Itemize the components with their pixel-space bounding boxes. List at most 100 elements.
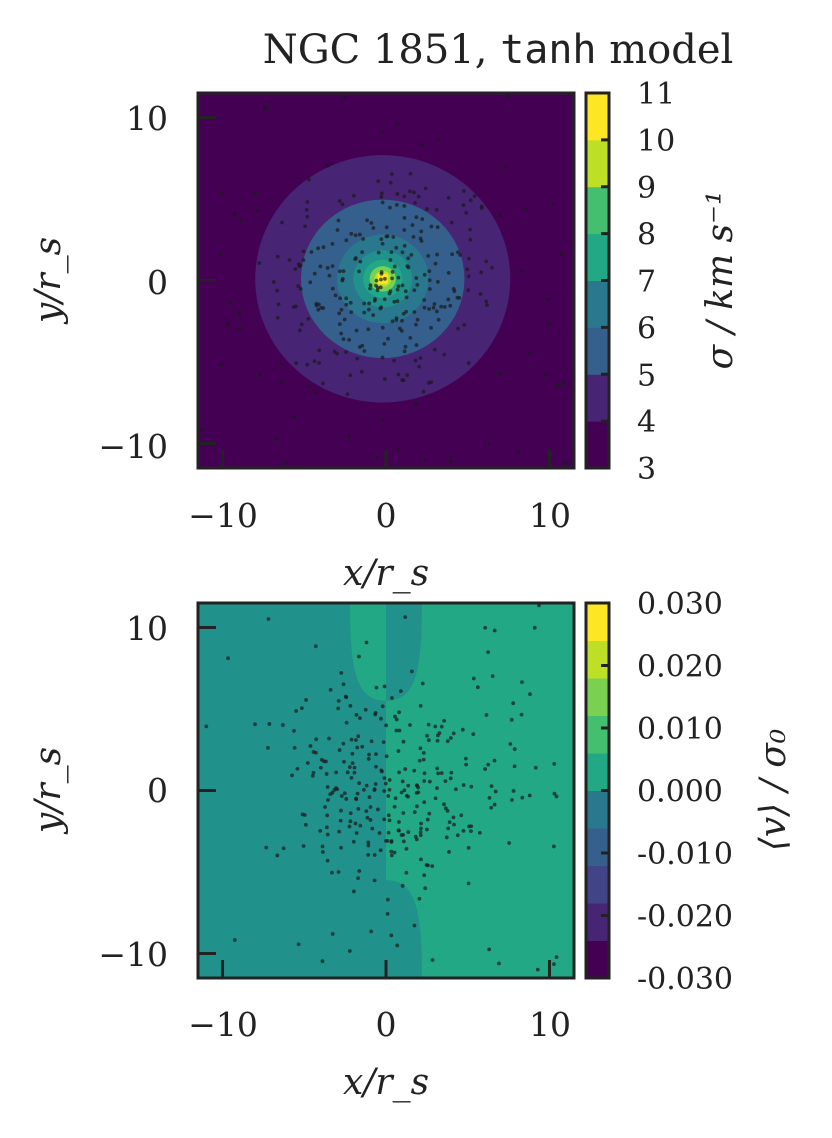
star-point [367, 752, 371, 757]
star-point [421, 389, 426, 394]
star-point [414, 276, 419, 280]
star-point [275, 254, 280, 259]
star-point [373, 782, 378, 786]
star-point [497, 961, 501, 966]
chart-title: NGC 1851, tanh model [263, 27, 734, 73]
sigma-x-tick-label: 0 [376, 496, 397, 535]
star-point [382, 789, 387, 793]
star-point [294, 709, 298, 713]
star-point [369, 739, 374, 744]
star-point [322, 759, 326, 764]
star-point [394, 728, 399, 733]
colorbar-tick-label: 0.030 [637, 587, 723, 622]
star-point [342, 759, 346, 764]
star-point [371, 313, 376, 318]
star-point [547, 321, 552, 326]
star-point [464, 762, 469, 767]
star-point [364, 809, 369, 814]
star-point [339, 845, 343, 850]
star-point [366, 840, 371, 845]
star-point [396, 749, 401, 753]
star-point [368, 805, 373, 809]
star-point [361, 237, 365, 241]
star-point [330, 870, 334, 875]
star-point [403, 615, 408, 620]
star-point [451, 815, 456, 820]
star-point [341, 741, 346, 746]
star-point [365, 218, 369, 223]
sigma-x-tick-label: −10 [188, 496, 258, 535]
star-point [344, 797, 349, 801]
star-point [228, 301, 233, 305]
star-point [390, 276, 394, 281]
star-point [434, 207, 439, 212]
star-point [389, 933, 394, 938]
star-point [435, 309, 439, 314]
star-point [555, 383, 560, 388]
star-point [427, 278, 432, 283]
colorbar-tick-label: 8 [637, 218, 656, 253]
star-point [275, 853, 280, 858]
star-point [387, 818, 392, 823]
star-point [338, 818, 343, 823]
star-point [455, 833, 460, 838]
star-point [508, 742, 513, 746]
star-point [344, 302, 349, 307]
star-point [374, 278, 379, 283]
star-point [340, 202, 345, 207]
star-point [358, 716, 362, 720]
star-point [337, 311, 342, 316]
star-point [404, 793, 409, 798]
star-point [393, 796, 398, 801]
star-point [353, 233, 358, 238]
star-point [362, 301, 367, 306]
colorbar-band [586, 640, 609, 679]
star-point [344, 238, 349, 243]
star-point [345, 392, 350, 397]
star-point [353, 821, 358, 826]
star-point [552, 962, 556, 967]
star-point [468, 198, 473, 203]
star-point [350, 761, 355, 765]
star-point [316, 246, 320, 251]
star-point [561, 381, 566, 386]
star-point [524, 207, 529, 212]
star-point [293, 304, 298, 309]
star-point [386, 813, 391, 818]
colorbar-tick-label: 0.000 [637, 775, 723, 810]
star-point [415, 317, 420, 322]
star-point [414, 401, 418, 406]
star-point [445, 739, 450, 744]
star-point [348, 811, 353, 816]
star-point [439, 724, 444, 729]
star-point [411, 190, 416, 195]
star-point [333, 293, 338, 298]
star-point [400, 883, 405, 888]
star-point [324, 772, 329, 776]
star-point [466, 845, 471, 850]
star-point [349, 231, 354, 236]
velocity-stars [204, 603, 559, 972]
star-point [414, 343, 419, 347]
star-point [512, 747, 517, 752]
star-point [408, 723, 412, 727]
star-point [471, 676, 476, 681]
star-point [439, 304, 444, 309]
star-point [287, 258, 292, 262]
star-point [477, 830, 482, 835]
star-point [306, 317, 311, 321]
star-point [313, 750, 318, 755]
star-point [414, 837, 419, 842]
star-point [296, 942, 301, 947]
star-point [421, 757, 426, 762]
star-point [379, 191, 384, 196]
star-point [281, 846, 286, 851]
star-point [339, 808, 343, 813]
star-point [437, 731, 442, 736]
star-point [422, 272, 427, 277]
star-point [487, 441, 491, 446]
star-point [520, 680, 524, 684]
star-point [354, 738, 358, 742]
star-point [336, 706, 341, 711]
star-point [448, 776, 453, 781]
